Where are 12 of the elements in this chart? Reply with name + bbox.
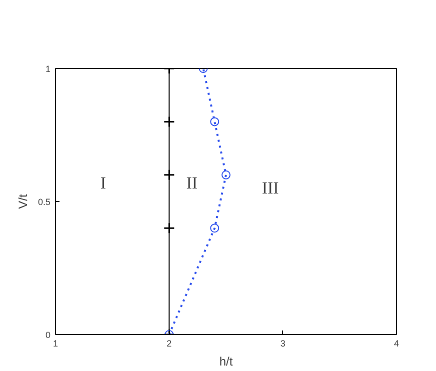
x-tick-label: 4	[394, 338, 400, 348]
annotation: I	[100, 173, 106, 192]
y-tick-label: 0.5	[38, 197, 51, 207]
x-tick-label: 2	[166, 338, 172, 348]
y-axis-title: V/t	[16, 194, 30, 209]
y-tick-label: 0	[45, 330, 51, 340]
y-tick-label: 1	[45, 64, 51, 74]
x-tick-label: 1	[52, 338, 58, 348]
x-tick-label: 3	[280, 338, 286, 348]
annotation: II	[186, 173, 198, 192]
x-axis-title: h/t	[219, 354, 234, 368]
annotation: III	[262, 178, 280, 198]
